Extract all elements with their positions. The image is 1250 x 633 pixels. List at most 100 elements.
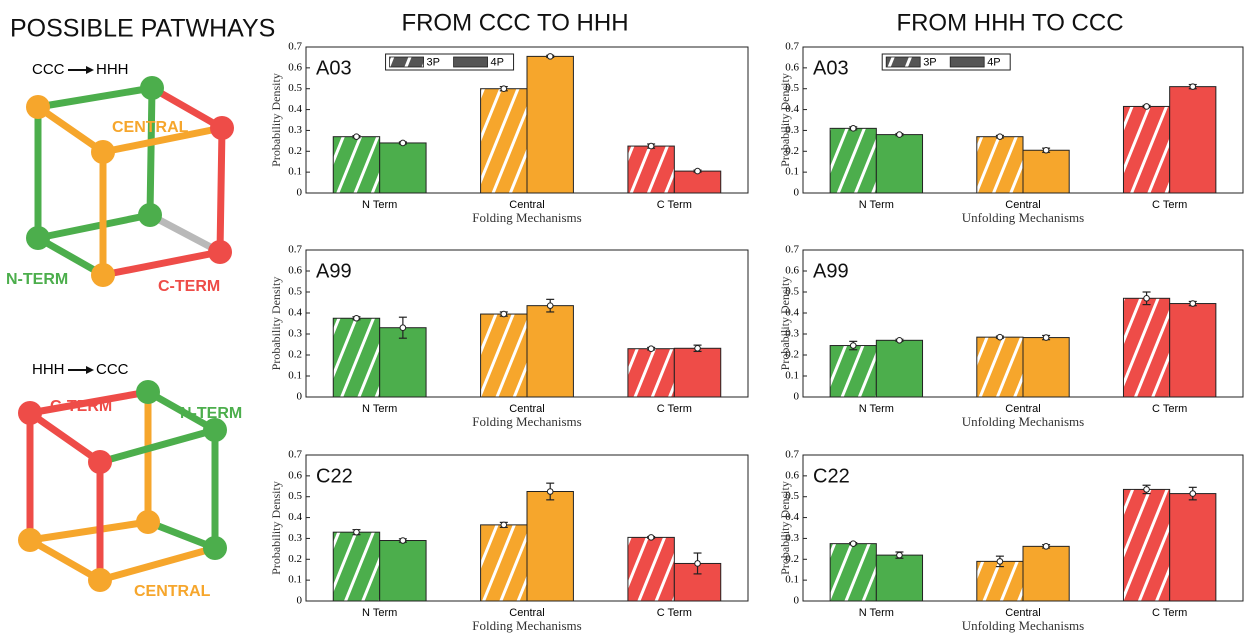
bar <box>674 348 720 397</box>
mean-point <box>850 541 856 547</box>
x-tick-label: N Term <box>362 607 397 619</box>
x-tick-label: C Term <box>657 199 692 211</box>
mean-point <box>400 325 406 331</box>
mean-point <box>1190 491 1196 497</box>
x-axis-label: Unfolding Mechanisms <box>962 210 1084 225</box>
mean-point <box>997 334 1003 340</box>
annotation: C22 <box>316 465 353 487</box>
y-tick-label: 0.6 <box>288 61 302 73</box>
y-tick-label: 0.3 <box>288 124 302 136</box>
x-tick-label: C Term <box>657 607 692 619</box>
bar <box>977 561 1023 601</box>
mean-point <box>354 315 360 321</box>
mean-point <box>400 538 406 544</box>
error-bar <box>500 86 508 92</box>
y-tick-label: 0.7 <box>785 244 799 256</box>
path-label: C-TERM <box>50 398 112 415</box>
annotation: A99 <box>316 260 352 282</box>
error-bar <box>399 538 407 544</box>
mean-point <box>897 338 903 344</box>
cube-diagram: HHH CCC C-TERM N-TERM CENTRAL <box>18 361 242 600</box>
mean-point <box>850 343 856 349</box>
y-tick-label: 0.7 <box>785 449 799 461</box>
bar <box>333 532 379 601</box>
mean-point <box>354 529 360 535</box>
bar <box>1123 298 1169 397</box>
path-label: N-TERM <box>6 271 68 288</box>
bar <box>1023 546 1069 601</box>
bar <box>481 314 527 397</box>
legend-label: 3P <box>923 56 936 68</box>
y-tick-label: 0.5 <box>288 82 302 94</box>
y-tick-label: 0 <box>297 595 303 607</box>
path-label: N-TERM <box>180 405 242 422</box>
y-tick-label: 0.4 <box>288 307 302 319</box>
y-tick-label: 0.6 <box>288 265 302 277</box>
legend-swatch <box>454 57 488 67</box>
bar <box>876 340 922 397</box>
mean-point <box>695 345 701 351</box>
mean-point <box>501 311 507 317</box>
chart: N TermCentralC Term00.10.20.30.40.50.60.… <box>778 41 1243 225</box>
bar <box>830 346 876 397</box>
bar <box>977 137 1023 193</box>
legend-swatch <box>390 57 424 67</box>
bar <box>481 89 527 193</box>
error-bar <box>500 522 508 528</box>
error-bar <box>352 315 360 321</box>
x-tick-label: C Term <box>1152 607 1187 619</box>
path-label: CENTRAL <box>112 119 189 136</box>
y-tick-label: 0.7 <box>785 41 799 53</box>
path-label: CENTRAL <box>134 583 211 600</box>
bar <box>1170 494 1216 601</box>
y-tick-label: 0.6 <box>288 469 302 481</box>
y-tick-label: 0.3 <box>288 532 302 544</box>
cube-edges <box>38 88 222 275</box>
bar <box>1023 338 1069 397</box>
bar <box>876 135 922 193</box>
y-tick-label: 0.6 <box>785 61 799 73</box>
mean-point <box>400 140 406 146</box>
y-tick-label: 0.7 <box>288 244 302 256</box>
y-tick-label: 0.5 <box>288 490 302 502</box>
cube-diagram: CCC HHH CENTRAL N-TERM C-TERM <box>6 61 234 295</box>
error-bar <box>500 311 508 317</box>
bar <box>527 306 573 397</box>
panel-title: POSSIBLE PATWHAYS <box>10 15 275 43</box>
bar <box>1170 304 1216 397</box>
y-tick-label: 0.7 <box>288 41 302 53</box>
y-axis-label: Probability Density <box>778 481 792 575</box>
legend: 3P 4P <box>882 54 1010 70</box>
chart: N TermCentralC Term00.10.20.30.40.50.60.… <box>269 244 748 429</box>
diagram-from: HHH <box>32 361 65 378</box>
legend-label: 4P <box>491 56 504 68</box>
y-tick-label: 0.2 <box>288 145 302 157</box>
mean-point <box>695 168 701 174</box>
mean-point <box>547 303 553 309</box>
bar <box>628 537 674 601</box>
y-tick-label: 0.1 <box>288 166 302 178</box>
y-axis-label: Probability Density <box>269 73 283 167</box>
arrow-head <box>86 366 94 374</box>
x-tick-label: N Term <box>362 403 397 415</box>
y-axis-label: Probability Density <box>778 277 792 371</box>
legend-label: 4P <box>987 56 1000 68</box>
y-tick-label: 0 <box>794 391 800 403</box>
arrow-head <box>86 66 94 74</box>
mean-point <box>354 134 360 140</box>
y-tick-label: 0 <box>794 187 800 199</box>
mean-point <box>501 86 507 92</box>
diagram-to: CCC <box>96 361 129 378</box>
y-axis-label: Probability Density <box>778 73 792 167</box>
mean-point <box>1043 147 1049 153</box>
mean-point <box>1043 544 1049 550</box>
bar <box>333 318 379 397</box>
y-tick-label: 0 <box>297 391 303 403</box>
error-bar <box>352 529 360 535</box>
bar <box>333 137 379 193</box>
x-axis-label: Folding Mechanisms <box>472 414 581 429</box>
mean-point <box>648 346 654 352</box>
x-axis-label: Unfolding Mechanisms <box>962 618 1084 633</box>
